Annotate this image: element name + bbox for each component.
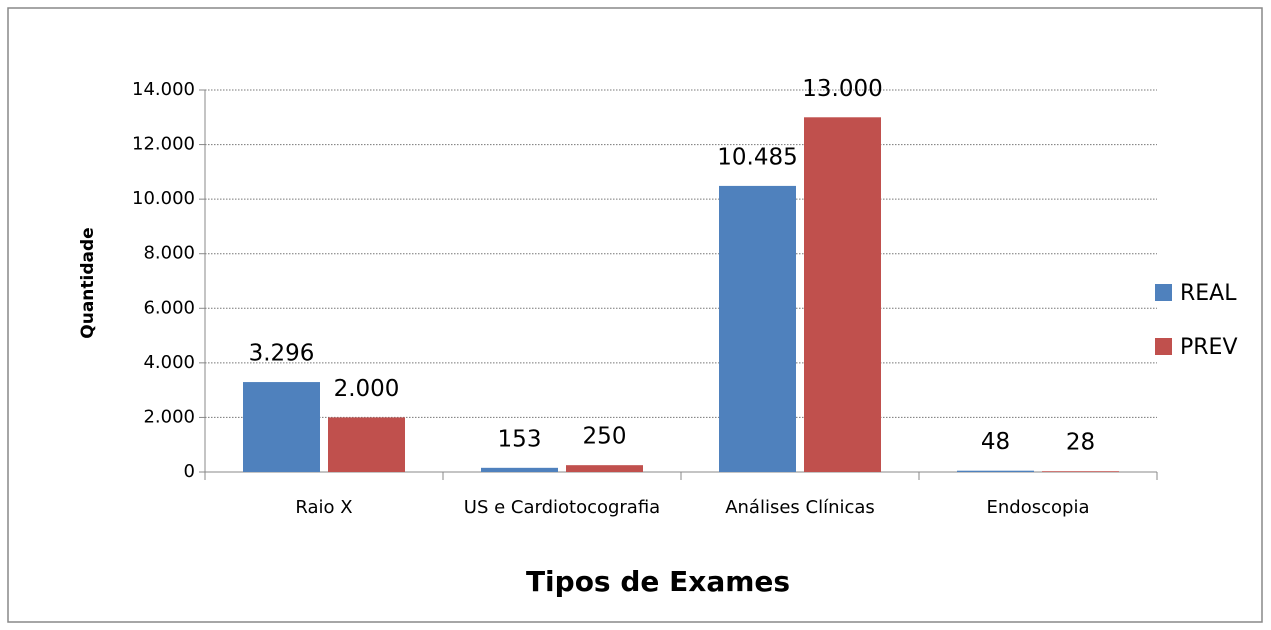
value-label: 3.296 [249, 341, 315, 367]
value-label: 10.485 [717, 144, 797, 170]
x-tick-label: Análises Clínicas [725, 497, 875, 518]
y-axis-title: Quantidade [78, 227, 98, 338]
y-tick-label: 10.000 [132, 188, 195, 209]
bar [719, 185, 796, 472]
y-tick-label: 0 [184, 461, 195, 482]
bar [243, 382, 320, 472]
legend-label: REAL [1180, 281, 1237, 306]
x-tick-label: Raio X [295, 497, 352, 518]
x-tick-label: Endoscopia [987, 497, 1090, 518]
bar [328, 417, 405, 472]
bar [804, 117, 881, 473]
value-label: 48 [981, 429, 1010, 455]
y-tick-label: 6.000 [143, 297, 195, 318]
legend-swatch [1155, 338, 1172, 355]
bar [1042, 471, 1119, 472]
y-tick-label: 14.000 [132, 79, 195, 100]
legend-swatch [1155, 284, 1172, 301]
value-label: 153 [498, 426, 542, 452]
value-label: 28 [1066, 430, 1095, 456]
value-label: 13.000 [802, 76, 882, 102]
bar [566, 465, 643, 472]
y-tick-label: 4.000 [143, 352, 195, 373]
value-label: 2.000 [334, 376, 400, 402]
y-tick-label: 12.000 [132, 134, 195, 155]
chart-frame [7, 7, 1263, 623]
y-tick-label: 2.000 [143, 406, 195, 427]
legend-label: PREV [1180, 335, 1238, 360]
x-tick-label: US e Cardiotocografia [464, 497, 660, 518]
x-axis-title: Tipos de Exames [526, 565, 790, 598]
bar [957, 470, 1034, 472]
bar [481, 467, 558, 472]
y-tick-label: 8.000 [143, 243, 195, 264]
value-label: 250 [583, 424, 627, 450]
